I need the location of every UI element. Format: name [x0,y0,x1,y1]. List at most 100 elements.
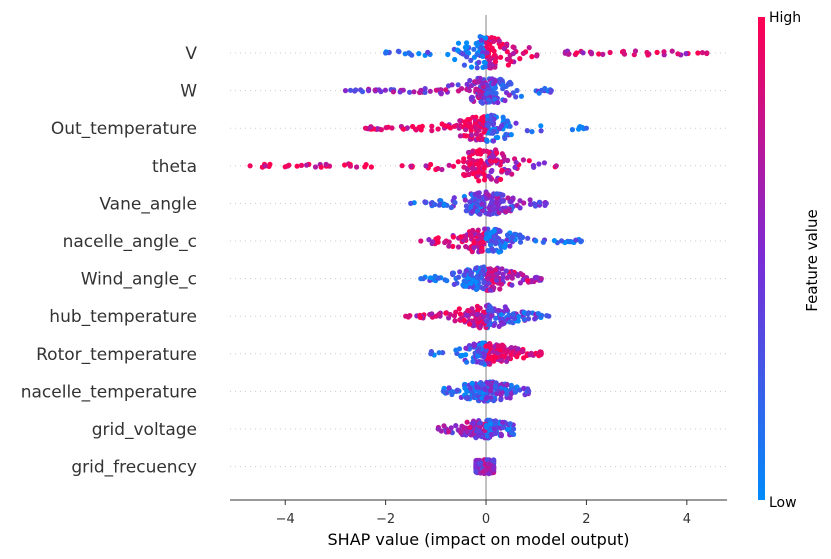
shap-point [508,352,514,358]
shap-point [577,124,583,130]
shap-point [262,163,268,169]
shap-point [487,321,493,328]
shap-point [477,315,483,321]
shap-point [496,38,502,44]
shap-point [470,227,476,233]
shap-point [464,359,470,365]
shap-point [489,167,495,174]
shap-point [470,358,476,365]
shap-point [427,88,433,94]
shap-point [491,48,497,54]
shap-point [526,158,532,164]
shap-point [382,87,388,93]
shap-point [480,49,486,55]
shap-point [473,468,479,474]
shap-point [481,148,487,154]
shap-point [401,126,407,132]
colorbar-title: Feature value [803,209,821,311]
shap-point [566,51,572,57]
shap-point [502,135,508,141]
shap-point [505,81,511,87]
shap-point [452,56,458,63]
shap-point-min [362,125,369,131]
colorbar-high-label: High [769,10,801,26]
shap-point [632,48,639,54]
shap-point [508,382,514,388]
colorbar: High Low Feature value [758,10,821,511]
shap-point [518,235,524,241]
shap-point [432,273,438,279]
shap-point [418,87,424,93]
shap-point [485,313,491,319]
shap-point [504,118,510,124]
shap-point [471,46,477,52]
shap-point [467,77,473,84]
shap-point [458,234,464,240]
shap-point [502,244,508,250]
shap-point [669,48,675,54]
shap-point [514,87,520,94]
shap-point-min [383,50,389,56]
shap-point [486,173,492,179]
shap-point [323,161,329,167]
shap-point [536,161,542,167]
shap-point [464,81,470,87]
shap-point [506,92,512,98]
shap-point [461,317,467,323]
shap-point [491,426,497,432]
shap-point [481,59,487,65]
shap-point [435,165,441,172]
shap-point [569,127,576,133]
feature-label: Wind_angle_c [81,270,197,290]
shap-point [423,163,429,169]
shap-point [498,281,505,287]
shap-point [498,397,504,403]
shap-point [439,166,445,173]
shap-point [517,198,523,204]
shap-point [477,160,483,166]
shap-point [479,201,485,207]
shap-point [509,171,515,177]
shap-point [464,419,470,425]
shap-point [513,94,519,100]
shap-point [474,65,480,71]
shap-point [490,206,496,212]
shap-point [505,348,511,354]
shap-point [538,128,544,134]
shap-point [491,398,497,404]
shap-point-max [510,426,517,432]
shap-point [450,234,456,240]
shap-point [482,386,488,392]
shap-point [487,242,494,248]
shap-point [504,232,511,238]
shap-point [468,271,474,277]
shap-point [466,87,472,94]
shap-point [476,194,482,200]
shap-point [461,159,467,165]
shap-point [491,322,497,328]
shap-point [485,380,491,386]
shap-point [499,123,505,129]
shap-point [417,314,423,320]
shap-point [503,131,509,137]
shap-point [500,419,506,425]
shap-point [478,37,484,43]
shap-point [498,357,505,363]
shap-point [493,277,500,283]
shap-point [438,90,444,96]
shap-point [470,209,476,215]
feature-label: nacelle_angle_c [63,232,197,252]
shap-point [468,161,474,167]
shap-point [474,384,480,390]
shap-point [489,246,495,252]
shap-point [492,355,498,361]
shap-point [471,343,478,349]
shap-point [510,50,516,57]
shap-point [433,87,439,93]
shap-point [477,323,484,329]
shap-point-max [704,50,710,56]
shap-point [473,131,479,137]
shap-point [521,316,527,322]
shap-point [489,76,495,82]
